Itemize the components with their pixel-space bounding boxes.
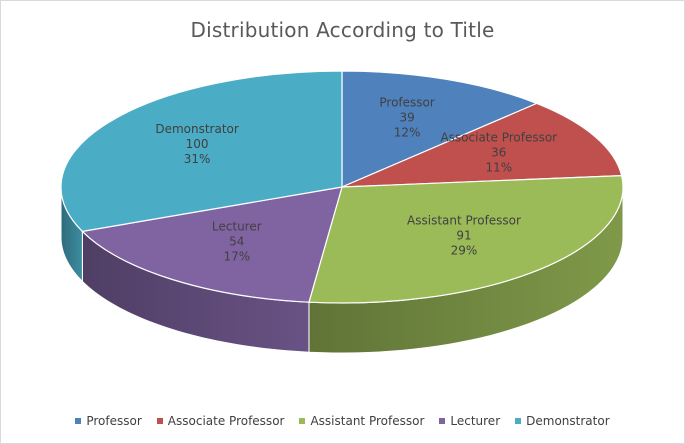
- legend-item-assistant-professor[interactable]: Assistant Professor: [299, 414, 424, 428]
- legend-label-demonstrator: Demonstrator: [526, 414, 610, 428]
- chart-legend: Professor Associate Professor Assistant Pr…: [0, 414, 685, 428]
- legend-swatch-lecturer: [439, 418, 446, 424]
- pie-slice-lecturer[interactable]: [81, 186, 343, 303]
- legend-label-lecturer: Lecturer: [450, 414, 501, 428]
- data-label-category-demonstrator: Demonstrator: [155, 122, 239, 136]
- data-label-value-lecturer: 54: [229, 234, 244, 248]
- data-label-category-lecturer: Lecturer: [212, 219, 262, 233]
- data-label-value-demonstrator: 100: [186, 137, 209, 151]
- legend-label-associate-professor: Associate Professor: [167, 414, 285, 428]
- data-label-percent-associate-professor: 11%: [485, 161, 512, 175]
- chart-title: Distribution According to Title: [190, 18, 495, 42]
- data-label-value-assistant-professor: 91: [456, 228, 471, 242]
- legend-item-lecturer[interactable]: Lecturer: [439, 414, 500, 428]
- legend-swatch-associate-professor: [156, 418, 163, 424]
- pie-slice-associate-professor[interactable]: [341, 102, 623, 188]
- legend-item-associate-professor[interactable]: Associate Professor: [156, 414, 285, 428]
- pie-slice-professor[interactable]: [341, 70, 539, 188]
- data-label-percent-demonstrator: 31%: [184, 152, 211, 166]
- data-label-value-associate-professor: 36: [491, 146, 506, 160]
- data-label-value-professor: 39: [399, 110, 414, 124]
- legend-label-professor: Professor: [86, 414, 142, 428]
- data-label-category-professor: Professor: [379, 95, 434, 109]
- data-label-percent-professor: 12%: [394, 125, 421, 139]
- data-label-percent-lecturer: 17%: [223, 249, 250, 263]
- pie-slice-assistant-professor[interactable]: [308, 175, 624, 304]
- legend-label-assistant-professor: Assistant Professor: [310, 414, 425, 428]
- legend-swatch-assistant-professor: [299, 418, 306, 424]
- data-label-percent-assistant-professor: 29%: [451, 243, 478, 257]
- pie-slices: [60, 70, 624, 304]
- data-label-category-associate-professor: Associate Professor: [440, 131, 557, 145]
- legend-swatch-demonstrator: [515, 418, 522, 424]
- legend-item-professor[interactable]: Professor: [75, 414, 142, 428]
- legend-swatch-professor: [75, 418, 82, 424]
- data-label-category-assistant-professor: Assistant Professor: [407, 213, 521, 227]
- pie-slice-demonstrator[interactable]: [60, 70, 343, 233]
- legend-item-demonstrator[interactable]: Demonstrator: [515, 414, 610, 428]
